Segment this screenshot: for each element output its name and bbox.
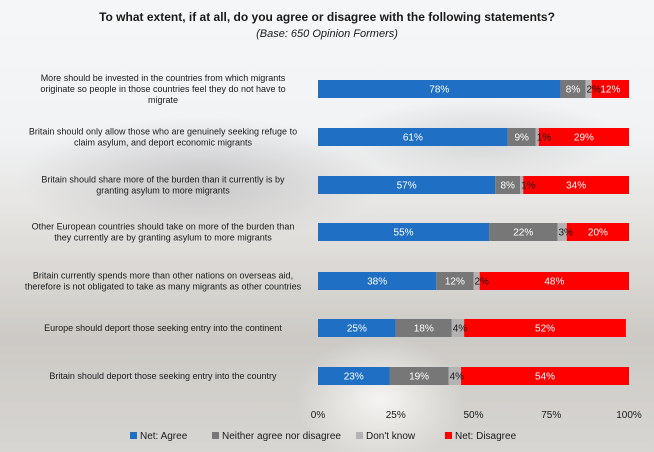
bar-segment [318, 176, 496, 194]
category-label-line: Britain currently spends more than other… [33, 271, 293, 281]
data-label: 57% [397, 181, 417, 192]
category-label: More should be invested in the countries… [40, 73, 285, 105]
category-label-line: claim asylum, and deport economic migran… [74, 138, 253, 148]
data-label: 12% [600, 85, 620, 96]
data-label: 20% [588, 228, 608, 239]
data-label: 61% [403, 133, 423, 144]
bar-segment [461, 367, 629, 385]
category-label-line: Other European countries should take on … [32, 222, 295, 232]
bar-segment [479, 272, 629, 290]
x-tick-label: 75% [541, 410, 561, 421]
category-label-line: originate so people in those countries f… [40, 84, 285, 94]
bar-segment [318, 367, 390, 385]
bar-segment [557, 223, 567, 241]
chart-subtitle: (Base: 650 Opinion Formers) [256, 28, 398, 40]
bar-segment [507, 128, 536, 146]
legend-swatch [445, 432, 452, 439]
bar-segment [591, 80, 629, 98]
category-label-line: Europe should deport those seeking entry… [44, 323, 282, 333]
bar-segment [436, 272, 474, 290]
data-label: 8% [566, 85, 581, 96]
bar-segment [464, 319, 626, 337]
legend-label: Net: Agree [140, 431, 188, 442]
data-label: 52% [535, 324, 555, 335]
data-label: 29% [574, 133, 594, 144]
data-label: 48% [544, 277, 564, 288]
bar-segment [585, 80, 592, 98]
x-tick-label: 25% [386, 410, 406, 421]
bar-segment [560, 80, 586, 98]
category-label: Britain should share more of the burden … [41, 175, 285, 196]
chart-title: To what extent, if at all, do you agree … [99, 10, 555, 24]
bar-segment [318, 272, 437, 290]
x-tick-label: 100% [616, 410, 642, 421]
bar-segment [566, 223, 629, 241]
bar-segment [318, 128, 508, 146]
data-label: 55% [394, 228, 414, 239]
bar-segment [535, 128, 539, 146]
data-label: 19% [409, 372, 429, 383]
data-label: 34% [566, 181, 586, 192]
category-label: Britain should deport those seeking entr… [49, 371, 277, 381]
category-label-line: they currently are by granting asylum to… [54, 233, 272, 243]
category-label-line: Britain should deport those seeking entr… [49, 371, 277, 381]
x-tick-label: 0% [311, 410, 326, 421]
data-label: 1% [537, 133, 552, 144]
data-label: 4% [450, 372, 465, 383]
bar-segment [318, 223, 490, 241]
bar-segment [318, 80, 561, 98]
legend-label: Net: Disagree [455, 431, 517, 442]
data-label: 78% [429, 85, 449, 96]
data-label: 2% [475, 277, 490, 288]
bar-segment [395, 319, 452, 337]
data-label: 23% [344, 372, 364, 383]
category-label-line: granting asylum to more migrants [96, 186, 230, 196]
category-label-line: More should be invested in the countries… [41, 73, 286, 83]
legend-label: Don't know [366, 431, 416, 442]
legend-label: Neither agree nor disagree [222, 431, 341, 442]
bar-segment [451, 319, 465, 337]
x-tick-label: 50% [463, 410, 483, 421]
category-label-line: Britain should share more of the burden … [41, 175, 285, 185]
bar-segment [538, 128, 629, 146]
category-label: Europe should deport those seeking entry… [44, 323, 282, 333]
category-label: Other European countries should take on … [32, 222, 295, 243]
category-label-line: migrate [148, 95, 178, 105]
data-label: 8% [500, 181, 515, 192]
legend-swatch [130, 432, 137, 439]
bar-segment [389, 367, 449, 385]
bar-segment [495, 176, 521, 194]
bar-segment [520, 176, 524, 194]
data-label: 9% [514, 133, 529, 144]
data-label: 18% [414, 324, 434, 335]
category-label: Britain currently spends more than other… [25, 271, 302, 292]
data-label: 1% [521, 181, 536, 192]
bar-segment [318, 319, 396, 337]
data-label: 4% [453, 324, 468, 335]
data-label: 22% [513, 228, 533, 239]
data-label: 25% [347, 324, 367, 335]
data-label: 3% [558, 228, 573, 239]
bar-segment [448, 367, 462, 385]
data-label: 54% [535, 372, 555, 383]
legend-swatch [212, 432, 219, 439]
data-label: 2% [586, 85, 601, 96]
data-label: 38% [367, 277, 387, 288]
data-label: 12% [445, 277, 465, 288]
bar-segment [473, 272, 480, 290]
bar-segment [489, 223, 558, 241]
legend-swatch [356, 432, 363, 439]
bar-segment [523, 176, 629, 194]
category-label: Britain should only allow those who are … [29, 127, 297, 148]
category-label-line: therefore is not obligated to take as ma… [25, 282, 302, 292]
category-label-line: Britain should only allow those who are … [29, 127, 297, 137]
